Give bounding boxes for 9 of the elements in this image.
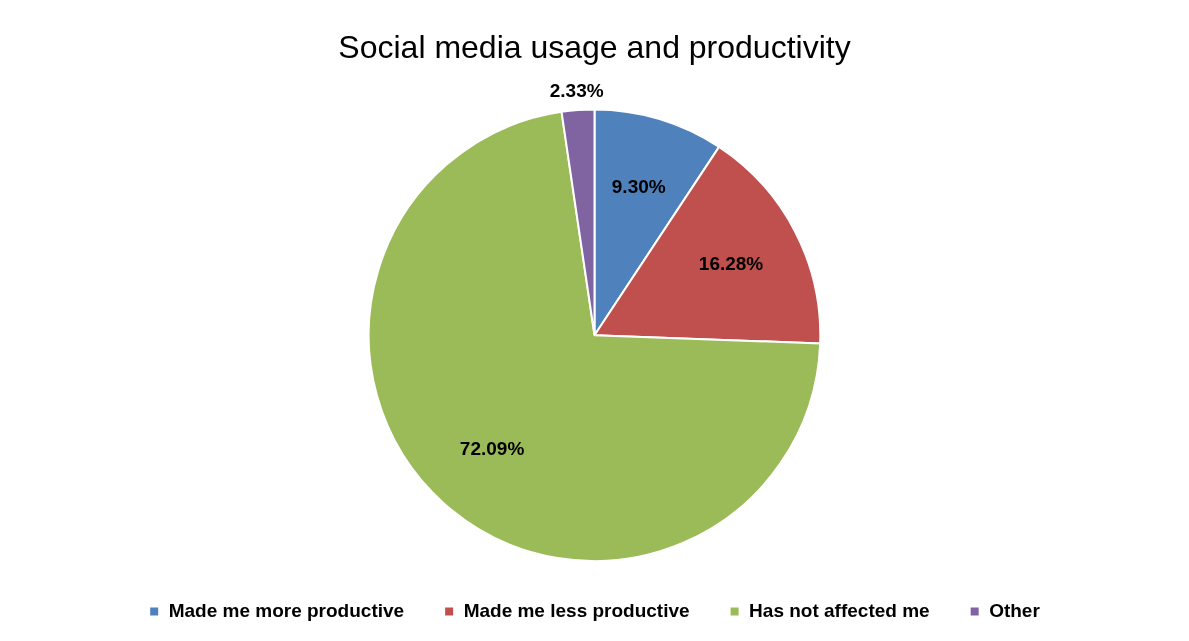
data-label: 9.30%: [611, 176, 666, 198]
chart-title: Social media usage and productivity: [338, 29, 851, 66]
legend-label: Made me less productive: [463, 599, 690, 621]
data-label: 16.28%: [698, 253, 764, 275]
legend-label: Made me more productive: [168, 599, 405, 621]
data-label: 2.33%: [549, 80, 604, 102]
legend-label: Other: [989, 599, 1041, 621]
data-label: 72.09%: [459, 437, 525, 459]
legend-label: Has not affected me: [749, 599, 930, 621]
